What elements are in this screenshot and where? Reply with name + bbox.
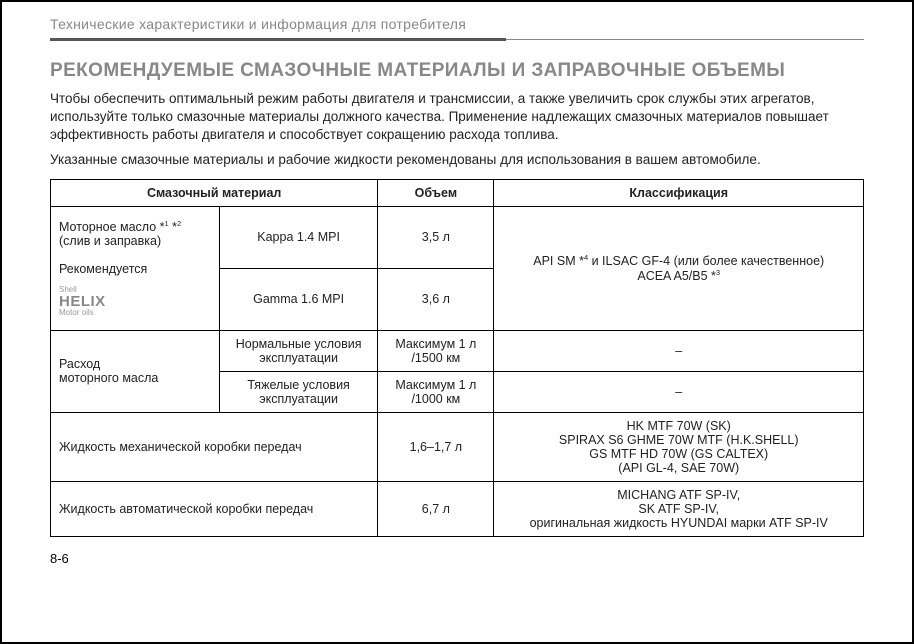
- text: Максимум 1 л: [395, 378, 476, 392]
- cell-manual-vol: 1,6–1,7 л: [378, 412, 494, 481]
- text: *: [169, 220, 177, 234]
- text: Нормальные условия: [236, 337, 362, 351]
- text: Рекомендуется: [59, 262, 147, 276]
- section-header: Технические характеристики и информация …: [50, 16, 864, 38]
- text: эксплуатации: [259, 351, 338, 365]
- cell-consumption-label: Расход моторного масла: [51, 330, 220, 412]
- col-classification: Классификация: [494, 179, 864, 206]
- intro-para-1: Чтобы обеспечить оптимальный режим работ…: [50, 90, 864, 145]
- text: эксплуатации: [259, 392, 338, 406]
- text: HK MTF 70W (SK): [627, 419, 731, 433]
- helix-logo: Shell HELIX Motor oils: [59, 286, 211, 317]
- cell-normal-cond: Нормальные условия эксплуатации: [219, 330, 377, 371]
- table-row: Жидкость механической коробки передач 1,…: [51, 412, 864, 481]
- cell-engine-oil-label: Моторное масло *1 *2 (слив и заправка) Р…: [51, 206, 220, 330]
- table-row: Жидкость автоматической коробки передач …: [51, 481, 864, 536]
- page-title: РЕКОМЕНДУЕМЫЕ СМАЗОЧНЫЕ МАТЕРИАЛЫ И ЗАПР…: [50, 60, 864, 82]
- text: Моторное масло *: [59, 220, 165, 234]
- text: /1500 км: [411, 351, 460, 365]
- helix-motor: Motor oils: [59, 309, 211, 317]
- text: Тяжелые условия: [247, 378, 349, 392]
- table-row: Расход моторного масла Нормальные услови…: [51, 330, 864, 371]
- text: Расход: [59, 357, 100, 371]
- cell-kappa-vol: 3,5 л: [378, 206, 494, 268]
- cell-dash: –: [494, 371, 864, 412]
- footnote-ref: 2: [177, 219, 181, 228]
- text: моторного масла: [59, 371, 158, 385]
- table-row: Моторное масло *1 *2 (слив и заправка) Р…: [51, 206, 864, 268]
- text: оригинальная жидкость HYUNDAI марки ATF …: [530, 516, 828, 530]
- col-material: Смазочный материал: [51, 179, 378, 206]
- cell-kappa: Kappa 1.4 MPI: [219, 206, 377, 268]
- footnote-ref: 3: [716, 268, 720, 277]
- text: (API GL-4, SAE 70W): [618, 461, 739, 475]
- cell-auto-class: MICHANG ATF SP-IV, SK ATF SP-IV, оригина…: [494, 481, 864, 536]
- cell-auto-trans: Жидкость автоматической коробки передач: [51, 481, 378, 536]
- text: API SM *: [533, 254, 584, 268]
- text: ACEA A5/B5 *: [637, 270, 716, 284]
- cell-gamma-vol: 3,6 л: [378, 268, 494, 330]
- text: SK ATF SP-IV,: [638, 502, 719, 516]
- cell-normal-vol: Максимум 1 л /1500 км: [378, 330, 494, 371]
- text: (слив и заправка): [59, 234, 161, 248]
- intro-para-2: Указанные смазочные материалы и рабочие …: [50, 151, 864, 169]
- text: /1000 км: [411, 392, 460, 406]
- cell-heavy-cond: Тяжелые условия эксплуатации: [219, 371, 377, 412]
- cell-heavy-vol: Максимум 1 л /1000 км: [378, 371, 494, 412]
- cell-gamma: Gamma 1.6 MPI: [219, 268, 377, 330]
- page-number: 8-6: [50, 551, 864, 566]
- cell-auto-vol: 6,7 л: [378, 481, 494, 536]
- lubricants-table: Смазочный материал Объем Классификация М…: [50, 179, 864, 537]
- text: и ILSAC GF-4 (или более качественное): [588, 254, 824, 268]
- text: MICHANG ATF SP-IV,: [617, 488, 740, 502]
- cell-dash: –: [494, 330, 864, 371]
- cell-manual-class: HK MTF 70W (SK) SPIRAX S6 GHME 70W MTF (…: [494, 412, 864, 481]
- text: SPIRAX S6 GHME 70W MTF (H.K.SHELL): [559, 433, 799, 447]
- cell-api-class: API SM *4 и ILSAC GF-4 (или более качест…: [494, 206, 864, 330]
- col-volume: Объем: [378, 179, 494, 206]
- text: Максимум 1 л: [395, 337, 476, 351]
- helix-brand: HELIX: [59, 294, 211, 309]
- header-divider: [50, 38, 864, 42]
- text: GS MTF HD 70W (GS CALTEX): [589, 447, 768, 461]
- table-header-row: Смазочный материал Объем Классификация: [51, 179, 864, 206]
- cell-manual-trans: Жидкость механической коробки передач: [51, 412, 378, 481]
